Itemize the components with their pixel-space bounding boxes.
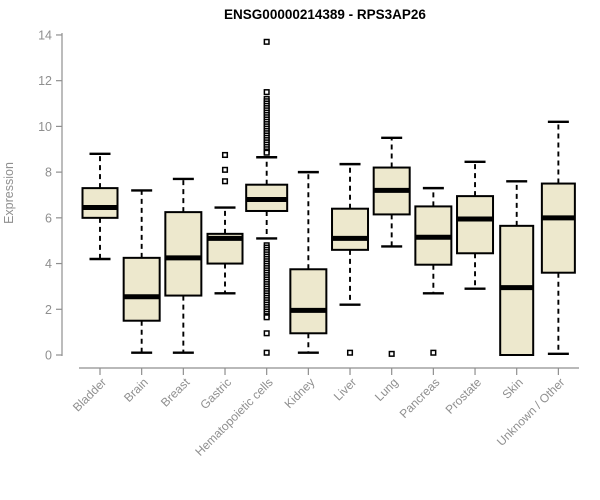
y-tick-label: 0 (45, 349, 52, 363)
box-group-unknown-other (540, 120, 576, 356)
iqr-box (331, 207, 370, 251)
outlier-point (263, 349, 270, 356)
outlier-point (221, 178, 229, 185)
x-tick-label: Breast (158, 375, 193, 410)
outlier-point (346, 349, 354, 356)
box-group-breast (164, 177, 203, 354)
box-group-bladder (81, 152, 119, 261)
x-tick-label: Liver (331, 375, 359, 403)
iqr-box (81, 187, 119, 219)
iqr-box (456, 195, 495, 255)
outlier-point (430, 349, 437, 356)
outlier-point (263, 314, 270, 321)
outlier-point (221, 151, 229, 159)
box-group-brain (122, 189, 161, 354)
y-tick-label: 8 (45, 166, 52, 180)
iqr-box (122, 256, 161, 322)
y-tick-label: 4 (45, 257, 52, 271)
box-group-skin (499, 180, 535, 356)
iqr-box (289, 268, 328, 335)
x-tick-label: Gastric (197, 375, 234, 412)
y-tick-label: 2 (45, 303, 52, 317)
x-tick-label: Kidney (282, 375, 318, 411)
x-tick-label: Skin (499, 375, 525, 401)
box-group-gastric (206, 151, 244, 295)
y-tick-label: 14 (38, 28, 52, 42)
outlier-point (221, 166, 229, 173)
outlier-point (263, 330, 270, 337)
x-tick-label: Lung (372, 375, 401, 404)
box-series (81, 38, 576, 357)
x-tick-label: Pancreas (397, 375, 443, 421)
box-group-pancreas (414, 186, 453, 356)
y-tick-label: 12 (38, 74, 52, 88)
box-group-liver (331, 162, 370, 356)
iqr-box (540, 182, 576, 274)
y-tick-label: 6 (45, 211, 52, 225)
x-tick-label: Bladder (70, 375, 109, 414)
x-tick-label: Prostate (443, 375, 485, 417)
outlier-point (263, 89, 270, 96)
x-tick-label: Brain (121, 375, 151, 405)
box-group-hematopoietic-cells (245, 38, 289, 356)
outlier-point (263, 149, 270, 156)
y-axis-label: Expression (2, 162, 16, 224)
chart-title: ENSG00000214389 - RPS3AP26 (224, 7, 426, 22)
y-tick-label: 10 (38, 120, 52, 134)
iqr-box (499, 224, 535, 356)
box-group-prostate (456, 160, 495, 290)
axes: 0 2 4 6 8 10 12 14 Bladder Brain Breast GastricHema… (38, 28, 579, 459)
x-tick-label: Hematopoietic cells (192, 375, 275, 458)
box-group-kidney (289, 170, 328, 354)
outlier-point (388, 350, 395, 357)
outlier-point (263, 38, 270, 45)
box-group-lung (372, 136, 411, 357)
iqr-box (164, 211, 203, 297)
